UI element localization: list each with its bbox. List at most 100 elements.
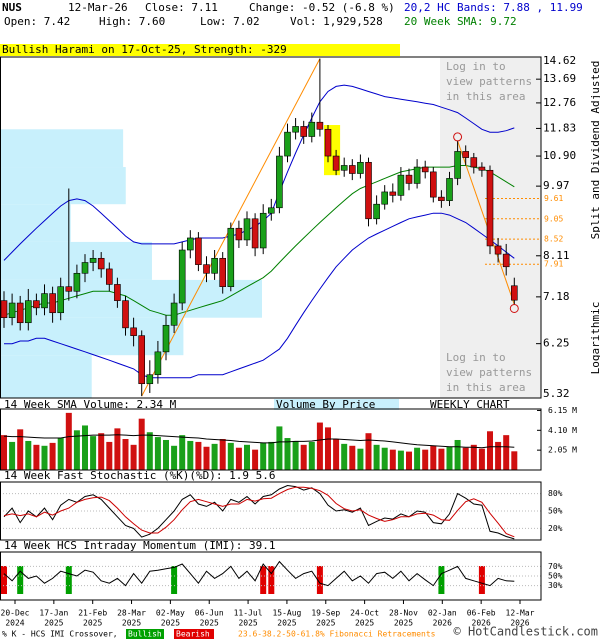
close: Close: 7.11 [145,1,218,14]
candle-body [454,151,461,179]
x-tick-label: 02-May [156,609,185,618]
volume-bar [284,438,291,470]
volume-by-price [0,317,184,356]
volume-bar [219,439,226,470]
candle-body [462,151,470,158]
volume-by-price [0,204,71,242]
y-tick-label: 6.15 M [548,406,577,415]
x-tick-label: 06-Feb [467,609,496,618]
pattern-point [509,303,519,313]
volume-bar [227,442,234,470]
footer-bearish: Bearish [176,630,210,639]
volume-bar [381,447,388,470]
candle-body [421,166,429,173]
volume-bar [397,450,404,470]
panel-frame [0,481,542,541]
volume-bar [33,444,40,470]
x-tick-label: 2024 [5,619,24,628]
volume-bar [325,427,331,470]
candle-body [446,178,453,201]
crossover-signal [438,566,445,594]
volume-bar [146,432,153,470]
x-tick-label: 2026 [433,619,452,628]
open: Open: 7.42 [4,15,70,28]
candle-body [114,284,121,301]
y-tick-label: 8.11 [543,249,570,262]
y-tick-label: 10.90 [543,149,576,162]
volume-bar [470,444,477,470]
candle-body [357,161,364,174]
crossover-signal [1,566,7,594]
candle-body [486,169,494,247]
y-tick-label: 13.69 [543,72,576,85]
y-tick-label: 9.97 [543,179,570,192]
upper-band [3,84,515,261]
footer-bullish: Bullish [128,630,162,639]
candle-body [187,237,194,251]
candle-body [0,300,8,318]
candle-body [510,285,518,301]
candle-body [405,174,413,184]
volume-bar [122,439,129,470]
x-tick-label: 28-Nov [389,609,418,618]
volume-bar [365,433,372,470]
crossover-signal [17,566,24,594]
candle-body [292,126,299,133]
candle-body [494,245,502,255]
volume-bar [211,443,218,470]
locked-note: in this area [446,381,525,394]
low: Low: 7.02 [200,15,260,28]
volume-bar [9,441,16,470]
x-tick-label: 2026 [472,619,491,628]
panel-frame [0,551,542,601]
y-tick-label: 70% [548,562,563,571]
x-tick-label: 11-Jul [234,609,263,618]
y-tick-label: 2.05 M [548,446,577,455]
volume-by-price [0,129,124,168]
volume-bar [41,445,48,470]
y-tick-label: 12.76 [543,96,576,109]
candle-body [389,191,397,196]
x-tick-label: 20-Dec [1,609,30,618]
x-tick-label: 17-Jan [39,609,68,618]
candle-body [397,174,405,196]
lower-band [4,212,515,379]
trend-line [457,140,515,305]
candle-body [381,191,389,205]
x-tick-label: 2025 [277,619,296,628]
x-tick-label: 24-Oct [350,609,379,618]
legend-swatch [126,629,164,639]
candle-body [267,207,275,214]
y-tick-label: 14.62 [543,54,576,67]
copyright: © HotCandlestick.com [454,625,599,639]
candle-body [106,268,113,285]
locked-note: view patterns [446,366,532,379]
x-tick-label: 2025 [83,619,102,628]
x-tick-label: 2025 [122,619,141,628]
candle-body [259,212,267,249]
volume-bar [203,446,210,470]
volume-bar [82,425,88,470]
volume-bar [308,441,315,470]
candle-body [438,196,445,201]
crossover-signal [478,566,485,594]
adjusted-label: Split and Dividend Adjusted [589,61,600,240]
bands-legend: 20,2 HC Bands: 7.88 , 11.99 [404,1,583,14]
y-tick-label: 5.32 [543,387,570,400]
volume-bar [195,441,202,470]
volume-bar [430,445,437,470]
y-tick-label: 6.25 [543,337,570,350]
x-tick-label: 15-Aug [272,609,301,618]
volume-bar [244,444,250,470]
volume-bar [357,448,364,470]
volume-bar [106,441,113,470]
volume-bar [25,440,32,470]
volume-bar [487,431,493,470]
volume-bar [252,449,259,470]
candle-body [373,203,380,220]
x-tick-label: 2025 [355,619,374,628]
candle-body [24,300,32,324]
stochastic-title: 14 Week Fast Stochastic (%K)(%D): 1.9 5.… [4,469,276,482]
sma-line [3,165,515,316]
